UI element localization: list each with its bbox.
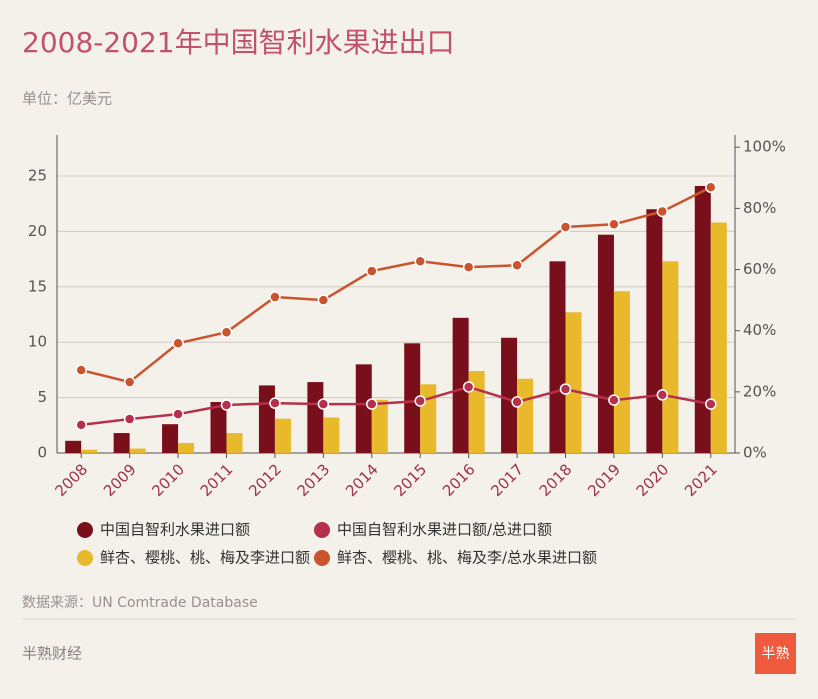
- bar: [371, 399, 388, 453]
- legend-label: 中国自智利水果进口额: [100, 521, 250, 539]
- point: [559, 383, 572, 395]
- point: [366, 398, 378, 410]
- y-tick-label: 25: [28, 166, 47, 184]
- bar: [404, 343, 421, 453]
- x-tick-label: 2013: [294, 460, 334, 500]
- point: [559, 221, 572, 233]
- bar: [452, 317, 469, 453]
- brand: 半熟财经: [22, 645, 82, 663]
- bar: [420, 384, 437, 453]
- legend-label: 鲜杏、樱桃、桃、梅及李/总水果进口额: [337, 549, 597, 567]
- x-tick-label: 2020: [633, 460, 673, 500]
- point: [462, 261, 475, 273]
- x-tick-label: 2019: [584, 460, 624, 500]
- bar: [710, 222, 727, 453]
- x-tick-label: 2008: [51, 460, 91, 500]
- logo-text: 半熟: [762, 646, 790, 662]
- bar: [162, 424, 179, 453]
- y-tick-label: 15: [28, 277, 47, 295]
- point: [608, 394, 620, 406]
- x-tick-label: 2017: [487, 460, 527, 500]
- y-tick-label: 20: [28, 222, 47, 240]
- point: [75, 364, 87, 376]
- bar: [355, 364, 372, 453]
- y-tick-label: 0: [37, 444, 47, 462]
- y2-tick-label: 60%: [743, 260, 776, 278]
- point: [705, 398, 717, 410]
- bar: [597, 234, 614, 453]
- line: [80, 186, 712, 384]
- bar: [517, 378, 534, 453]
- point: [414, 255, 426, 268]
- line: [81, 385, 712, 427]
- point: [269, 397, 281, 409]
- x-tick-label: 2015: [390, 460, 430, 500]
- bar: [662, 261, 679, 453]
- x-tick-label: 2012: [245, 460, 285, 500]
- point: [511, 396, 523, 408]
- subtitle: 单位：亿美元: [22, 90, 112, 108]
- point: [220, 326, 233, 338]
- point: [414, 395, 426, 407]
- bar: [323, 417, 340, 453]
- y2-tick-label: 20%: [743, 382, 776, 400]
- point: [269, 291, 281, 303]
- bar: [501, 337, 518, 453]
- point: [75, 419, 87, 431]
- y-tick-label: 5: [37, 388, 47, 406]
- bar: [694, 185, 711, 454]
- bar: [81, 449, 98, 453]
- x-tick-label: 2021: [681, 460, 721, 500]
- bar: [646, 209, 663, 453]
- point: [317, 294, 330, 306]
- bar: [129, 448, 146, 453]
- source: 数据来源：UN Comtrade Database: [22, 595, 258, 611]
- x-tick-label: 2009: [100, 460, 140, 500]
- point: [656, 205, 669, 218]
- point: [608, 218, 620, 231]
- bar: [113, 433, 130, 453]
- legend-label: 鲜杏、樱桃、桃、梅及李进口额: [100, 549, 310, 567]
- y2-tick-label: 100%: [743, 138, 786, 156]
- bar: [613, 291, 630, 453]
- bar: [65, 440, 82, 453]
- legend-marker: [314, 522, 330, 538]
- point: [366, 265, 378, 277]
- legend-marker: [314, 550, 330, 566]
- point: [511, 259, 523, 272]
- y2-tick-label: 40%: [743, 321, 776, 339]
- legend-marker: [77, 550, 93, 566]
- bar: [307, 382, 324, 453]
- point: [317, 398, 330, 410]
- x-tick-label: 2018: [536, 460, 576, 500]
- bar: [226, 433, 243, 453]
- bar: [178, 443, 195, 453]
- chart-title: 2008-2021年中国智利水果进出口: [22, 26, 455, 59]
- bar: [210, 402, 227, 453]
- logo: [755, 633, 796, 674]
- x-tick-label: 2011: [197, 460, 237, 500]
- bar: [258, 385, 275, 453]
- point: [123, 413, 136, 425]
- y2-tick-label: 0%: [743, 444, 767, 462]
- x-tick-label: 2014: [342, 460, 382, 500]
- legend-marker: [77, 522, 93, 538]
- point: [123, 376, 136, 388]
- point: [220, 399, 233, 411]
- bar: [274, 418, 291, 453]
- legend-label: 中国自智利水果进口额/总进口额: [337, 521, 552, 539]
- point: [705, 181, 717, 194]
- y-tick-label: 10: [28, 333, 47, 351]
- y2-tick-label: 80%: [743, 199, 776, 217]
- point: [462, 381, 475, 393]
- x-tick-label: 2010: [148, 460, 188, 500]
- bar: [565, 312, 582, 453]
- bar: [549, 261, 566, 453]
- x-tick-label: 2016: [439, 460, 479, 500]
- point: [656, 389, 669, 401]
- point: [172, 337, 184, 349]
- point: [172, 408, 184, 420]
